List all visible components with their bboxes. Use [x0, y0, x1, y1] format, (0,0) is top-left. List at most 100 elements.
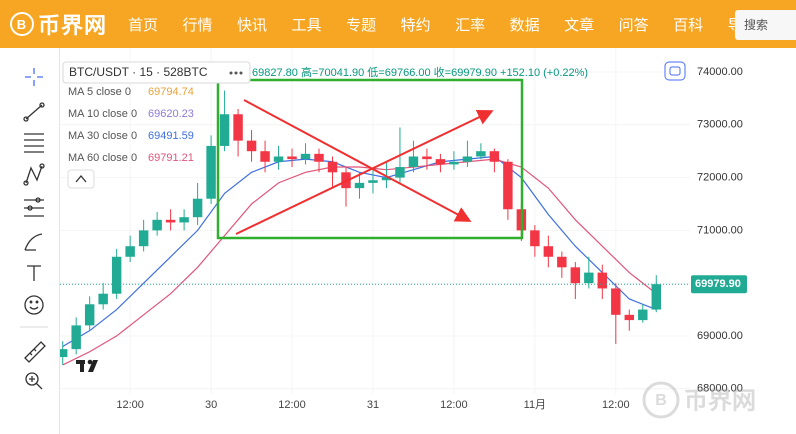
candle-body	[287, 156, 297, 160]
candle-body	[98, 293, 108, 305]
nav-item[interactable]: 数据	[509, 16, 540, 34]
x-tick-label: 12:00	[116, 399, 144, 411]
legend-name: MA 60 close 0	[68, 152, 137, 164]
candle-body	[314, 153, 324, 162]
drawing-rectangle[interactable]	[216, 78, 524, 240]
candle-body	[570, 267, 581, 284]
x-tick-label: 12:00	[602, 399, 630, 411]
pattern-tool[interactable]	[23, 163, 45, 186]
emoji-tool[interactable]	[24, 295, 44, 315]
watermark-icon-letter: B	[655, 392, 667, 409]
collapse-icon	[75, 174, 87, 183]
toolbar-icons	[20, 68, 48, 390]
candle-body	[476, 151, 486, 157]
text-tool[interactable]	[27, 265, 41, 281]
candle-body	[206, 145, 216, 199]
watermark-icon	[642, 381, 680, 419]
nav-item[interactable]: 汇率	[455, 16, 486, 34]
x-tick-label: 31	[367, 399, 379, 411]
legend-value: 69491.59	[148, 130, 194, 142]
legend: MA 5 close 0 69794.74 MA 10 close 0 69620.2…	[68, 86, 194, 164]
legend-name: MA 30 close 0	[68, 130, 137, 142]
y-tick-label: 72000.00	[697, 171, 743, 183]
nav-item[interactable]: 工具	[291, 16, 322, 34]
tv-logo-part	[80, 360, 84, 372]
ruler-tool[interactable]	[24, 341, 46, 363]
nav-item[interactable]: 百科	[673, 16, 704, 34]
projection-tool[interactable]	[24, 197, 44, 217]
collapse-button[interactable]	[67, 169, 95, 189]
axes: 68000.0069000.0070000.0071000.0072000.00…	[60, 66, 747, 411]
price-tag-label: 69979.90	[695, 278, 741, 290]
nav: 首页行情快讯工具专题特约汇率数据文章问答百科导航	[128, 0, 782, 48]
y-tick-label: 68000.00	[697, 383, 743, 395]
candle-body	[179, 217, 189, 223]
x-tick-label: 11月	[524, 399, 546, 411]
candle-body	[84, 304, 95, 326]
legend-name: MA 5 close 0	[68, 86, 131, 98]
price-tag	[691, 275, 747, 294]
legend-value: 69791.21	[148, 152, 194, 164]
symbol-box[interactable]	[62, 61, 251, 84]
candle-body	[260, 151, 270, 162]
tv-logo-part	[88, 360, 98, 372]
legend-value: 69620.23	[148, 108, 194, 120]
candle-body	[368, 180, 378, 183]
logo[interactable]: B 币界网	[10, 9, 107, 39]
nav-item[interactable]: 问答	[618, 16, 649, 34]
watermark: B 币界网	[642, 381, 756, 419]
y-tick-label: 73000.00	[697, 119, 743, 131]
candle-body	[624, 314, 635, 321]
nav-item[interactable]: 快讯	[237, 16, 268, 34]
search-box[interactable]: 搜索	[735, 10, 796, 40]
candle-body	[651, 284, 661, 310]
watermark-text: 币界网	[684, 387, 756, 414]
candle-body	[638, 309, 648, 321]
candle-body	[435, 159, 446, 165]
candle-body	[300, 153, 311, 160]
tv-logo-part	[87, 359, 93, 365]
drawing-toolbar	[0, 48, 60, 434]
candle-body	[138, 230, 149, 247]
candle-body	[327, 161, 338, 173]
candle-body	[125, 246, 135, 257]
candle-body	[57, 349, 68, 358]
candle-body	[489, 151, 500, 162]
price-axis	[690, 48, 796, 434]
candle-body	[111, 256, 122, 294]
candle-body	[192, 198, 203, 218]
ma-line	[62, 158, 657, 366]
logo-icon: B	[10, 12, 34, 36]
nav-item[interactable]: 行情	[182, 16, 213, 34]
logo-text: 币界网	[38, 13, 108, 38]
nav-item[interactable]: 专题	[346, 16, 377, 34]
candle-body	[395, 167, 405, 178]
drawing-arrow[interactable]	[243, 99, 472, 222]
candle-body	[557, 256, 567, 268]
x-tick-label: 12:00	[440, 399, 468, 411]
nav-item[interactable]: 特约	[400, 16, 431, 34]
y-tick-label: 74000.00	[697, 66, 743, 78]
crosshair-tool[interactable]	[25, 68, 43, 86]
candle-body	[449, 161, 459, 165]
brush-tool[interactable]	[24, 233, 43, 251]
zoom-tool[interactable]	[25, 372, 43, 390]
trendline-tool[interactable]	[23, 102, 45, 122]
y-tick-label: 71000.00	[697, 224, 743, 236]
drawing-arrow[interactable]	[235, 109, 494, 235]
more-dot	[229, 71, 233, 75]
more-dot	[239, 71, 243, 75]
nav-item[interactable]: 首页	[128, 16, 159, 34]
candle-body	[611, 288, 621, 315]
candle-body	[530, 230, 540, 247]
nav-item[interactable]: 文章	[564, 16, 595, 34]
candle-body	[543, 246, 554, 257]
candle-body	[422, 156, 432, 160]
settings-button[interactable]	[664, 61, 686, 81]
fib-tool[interactable]	[24, 133, 44, 153]
candle-body	[503, 161, 513, 210]
legend-value: 69794.74	[148, 86, 194, 98]
